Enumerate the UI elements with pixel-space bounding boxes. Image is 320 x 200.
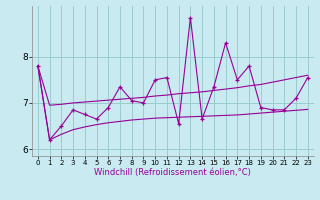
X-axis label: Windchill (Refroidissement éolien,°C): Windchill (Refroidissement éolien,°C) bbox=[94, 168, 251, 177]
